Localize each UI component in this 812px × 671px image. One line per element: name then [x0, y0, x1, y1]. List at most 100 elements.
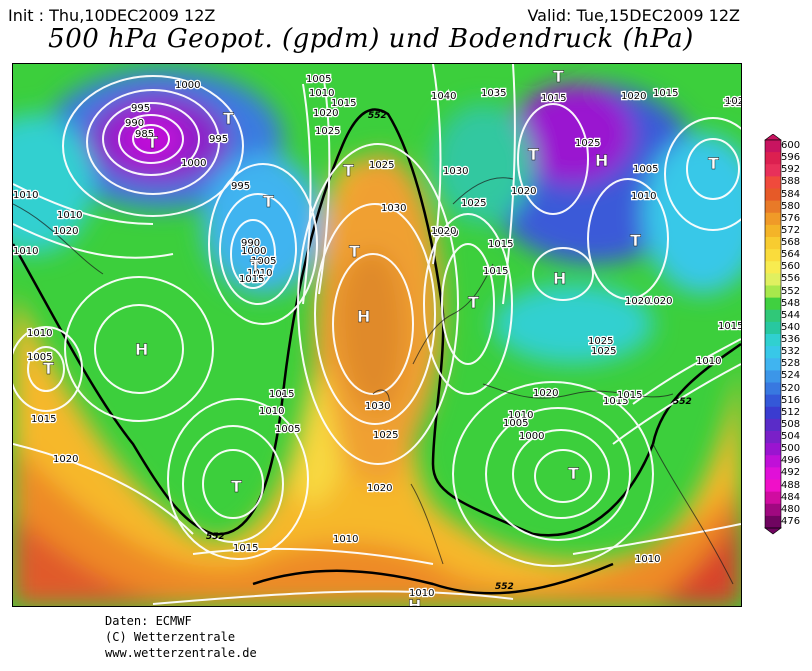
- isobar-label: 1010: [57, 210, 82, 221]
- isobar-label: 1010: [309, 88, 334, 99]
- isobar-label: 1010: [508, 410, 533, 421]
- isobar-label: 1015: [718, 321, 742, 332]
- colorbar-level-label: 564: [781, 249, 801, 261]
- colorbar-level-label: 500: [781, 443, 801, 455]
- field-cold-northwest: [13, 114, 93, 254]
- low-pressure-marker: T: [250, 256, 261, 275]
- colorbar-level-label: 552: [781, 285, 801, 297]
- isobar-label: 1005: [251, 256, 276, 267]
- contour-552: [13, 108, 741, 537]
- low-pressure-marker: T: [223, 109, 234, 128]
- isobar-label: 1015: [233, 543, 258, 554]
- footer-copyright: (C) Wetterzentrale: [105, 630, 236, 644]
- colorbar-level-label: 532: [781, 346, 801, 358]
- isobar-label: 1025: [588, 336, 613, 347]
- colorbar-level-label: 516: [781, 394, 801, 406]
- isobar-label: 1005: [503, 418, 528, 429]
- weather-map: 1000995990985100099510051010101510201025…: [12, 63, 742, 607]
- colorbar-level-label: 520: [781, 382, 801, 394]
- isobar-label: 1010: [631, 191, 656, 202]
- colorbar-level-label: 484: [781, 491, 801, 503]
- isobar-label: 1000: [519, 431, 544, 442]
- colorbar-swatch: [765, 297, 781, 311]
- field-cold-scandinavia-core: [513, 84, 633, 184]
- low-pressure-marker: T: [468, 293, 479, 312]
- colorbar-swatch: [765, 285, 781, 299]
- isobar-label: 1025: [461, 198, 486, 209]
- isobar-label: 1005: [633, 164, 658, 175]
- colorbar-level-label: 596: [781, 152, 801, 164]
- contour-label: 552: [368, 111, 387, 121]
- colorbar-swatch: [765, 406, 781, 420]
- colorbar-level-label: 556: [781, 273, 801, 285]
- colorbar-swatch: [765, 443, 781, 456]
- isobar-label: 1010: [247, 268, 272, 279]
- colorbar-swatch: [765, 237, 781, 250]
- colorbar-swatch: [765, 321, 781, 335]
- isobar-label: 1015: [603, 396, 628, 407]
- colorbar-level-label: 588: [781, 176, 801, 188]
- colorbar-level-label: 480: [781, 503, 801, 515]
- colorbar-level-label: 492: [781, 467, 801, 479]
- isobar-label: 1035: [481, 88, 506, 99]
- colorbar-swatch: [765, 382, 781, 396]
- colorbar: [764, 134, 782, 535]
- footer-source: Daten: ECMWF: [105, 614, 192, 628]
- isobar-label: 1010: [696, 356, 721, 367]
- isobar-label: 1010: [13, 246, 38, 257]
- colorbar-swatch: [765, 249, 781, 262]
- colorbar-swatch: [765, 491, 781, 505]
- colorbar-swatch: [765, 503, 781, 517]
- colorbar-swatch: [765, 455, 781, 468]
- isobar-label: 1010: [409, 588, 434, 599]
- colorbar-bottom-arrow: [764, 527, 782, 535]
- colorbar-level-label: 528: [781, 358, 801, 370]
- colorbar-level-label: 580: [781, 200, 801, 212]
- colorbar-level-label: 488: [781, 479, 801, 491]
- footer-url: www.wetterzentrale.de: [105, 646, 257, 660]
- isobar-label: 1020: [723, 98, 742, 109]
- isobar-label: 1020: [647, 296, 672, 307]
- isobar-label: 1040: [431, 91, 456, 102]
- isobar-label: 1015: [239, 274, 264, 285]
- isobar-labels: 1000995990985100099510051010101510201025…: [13, 73, 742, 601]
- low-pressure-marker: T: [553, 67, 564, 86]
- isobar-label: 1010: [333, 534, 358, 545]
- colorbar-swatch: [765, 224, 781, 238]
- contour-labels: 552 552 552 552: [206, 111, 692, 592]
- colorbar-level-label: 496: [781, 455, 801, 467]
- contour-label: 552: [673, 397, 692, 407]
- low-pressure-marker: T: [349, 242, 360, 261]
- isobar-label: 1020: [53, 454, 78, 465]
- colorbar-level-label: 476: [781, 515, 801, 527]
- colorbar-swatch: [765, 431, 781, 444]
- low-pressure-marker: T: [568, 464, 579, 483]
- low-pressure-marker: T: [708, 154, 719, 173]
- low-pressure-marker: T: [343, 161, 354, 180]
- low-pressure-marker: T: [231, 477, 242, 496]
- isobar-label: 1005: [306, 74, 331, 85]
- isobar-label: 995: [209, 134, 228, 145]
- valid-time: Valid: Tue,15DEC2009 12Z: [527, 6, 740, 25]
- field-cyan-east: [493, 284, 653, 364]
- isobar-label: 1015: [653, 88, 678, 99]
- high-pressure-marker: H: [408, 596, 421, 607]
- colorbar-level-label: 600: [781, 140, 801, 151]
- colorbar-swatch: [765, 200, 781, 214]
- contour-label: 552: [206, 532, 225, 542]
- isobar-label: 1000: [241, 246, 266, 257]
- field-red-southwest: [13, 514, 213, 606]
- isobar-label: 1020: [625, 296, 650, 307]
- colorbar-swatch: [765, 152, 781, 165]
- colorbar-swatch: [765, 164, 781, 177]
- colorbar-level-label: 504: [781, 431, 801, 442]
- colorbar-level-label: 524: [781, 370, 801, 382]
- field-cyan-belt: [433, 104, 533, 224]
- coastlines: [13, 177, 734, 585]
- isobar-label: 1015: [488, 239, 513, 250]
- colorbar-level-label: 568: [781, 237, 801, 248]
- isobar-label: 1015: [617, 390, 642, 401]
- isobar-label: 1010: [27, 328, 52, 339]
- isobar-label: 1025: [575, 138, 600, 149]
- isobar-label: 1030: [381, 203, 406, 214]
